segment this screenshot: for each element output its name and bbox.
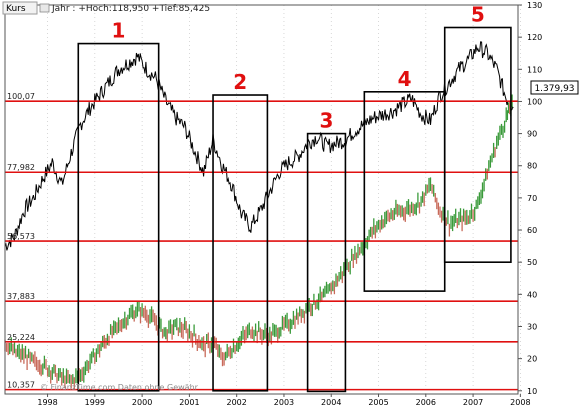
box-2 — [212, 94, 269, 392]
box-label-1: 1 — [112, 19, 126, 43]
header-tab[interactable] — [2, 1, 38, 15]
price-tag-value: 1.379,93 — [534, 84, 574, 94]
y-tick-label-70: 70 — [527, 194, 537, 203]
header-info: Jahr : +Hoch:118,950 +Tief:85,425 — [51, 4, 210, 14]
x-tick-label-2000: 2000 — [132, 398, 152, 407]
y-tick-label-60: 60 — [527, 226, 537, 235]
box-3 — [306, 132, 347, 393]
x-tick-label-2005: 2005 — [368, 398, 388, 407]
series-layer — [4, 41, 514, 390]
header-tab-label: Kurs — [6, 4, 26, 14]
axes-layer: 10 20 30 40 50 60 70 80 90 100 110 120 130 1998 1999 20… — [4, 1, 542, 407]
box-label-4: 4 — [398, 67, 412, 91]
y-tick-label-30: 30 — [527, 322, 537, 331]
y-tick-label-120: 120 — [527, 33, 542, 42]
x-tick-label-1999: 1999 — [85, 398, 105, 407]
x-tick-label-2004: 2004 — [321, 398, 341, 407]
y-tick-label-40: 40 — [527, 290, 537, 299]
level-lines-layer: 100,07 77,982 56,573 37,883 25,224 10,357 — [5, 92, 518, 391]
series-index-line — [4, 41, 514, 251]
level-label-10-357: 10,357 — [7, 381, 35, 390]
box-5 — [443, 26, 512, 263]
box-label-3: 3 — [320, 109, 334, 133]
y-tick-label-100: 100 — [527, 97, 542, 106]
x-tick-label-1998: 1998 — [37, 398, 57, 407]
y-tick-label-10: 10 — [527, 387, 537, 396]
y-tick-label-80: 80 — [527, 162, 537, 171]
y-tick-label-20: 20 — [527, 355, 537, 364]
y-tick-label-110: 110 — [527, 65, 542, 74]
header-swatch — [39, 3, 50, 13]
x-tick-label-2001: 2001 — [179, 398, 199, 407]
x-tick-label-2008: 2008 — [510, 398, 530, 407]
boxes-layer: 1 2 3 4 5 — [77, 3, 512, 393]
price-tag — [530, 80, 579, 95]
y-tick-label-130: 130 — [527, 1, 542, 10]
level-label-25-224: 25,224 — [7, 333, 35, 342]
x-tick-label-2003: 2003 — [274, 398, 294, 407]
level-label-37-883: 37,883 — [7, 292, 35, 301]
level-label-77-982: 77,982 — [7, 163, 35, 172]
x-tick-label-2007: 2007 — [463, 398, 483, 407]
level-label-100-07: 100,07 — [7, 92, 35, 101]
box-label-2: 2 — [233, 70, 247, 94]
x-tick-label-2002: 2002 — [226, 398, 246, 407]
box-1 — [77, 42, 160, 392]
y-tick-label-90: 90 — [527, 130, 537, 139]
box-label-5: 5 — [471, 3, 485, 27]
level-label-56-573: 56,573 — [7, 232, 35, 241]
watermark: © FinanzTime.com Daten ohne Gewähr — [40, 383, 199, 392]
x-tick-label-2006: 2006 — [416, 398, 436, 407]
plot-frame — [4, 4, 519, 395]
y-tick-label-50: 50 — [527, 258, 537, 267]
